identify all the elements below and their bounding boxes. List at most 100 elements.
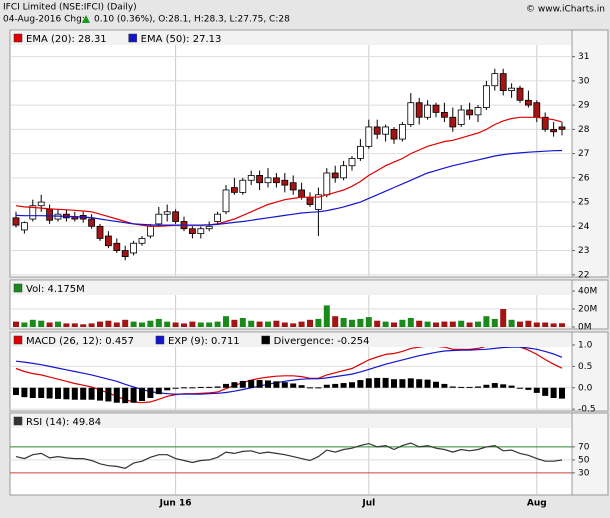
candle-body xyxy=(533,102,541,118)
divergence-bar xyxy=(231,382,238,388)
y-tick-label: 30 xyxy=(578,76,590,86)
volume-bar xyxy=(122,319,129,327)
legend-swatch xyxy=(13,33,23,43)
candle-body xyxy=(390,128,398,140)
divergence-bar xyxy=(365,378,372,388)
volume-bar xyxy=(105,320,112,327)
volume-bar xyxy=(29,319,36,327)
y-tick-label: 0M xyxy=(578,323,592,333)
divergence-bar xyxy=(172,387,179,389)
candle-body xyxy=(214,213,222,222)
candle-body xyxy=(398,124,406,140)
divergence-bar xyxy=(559,387,565,399)
candle-body xyxy=(306,196,314,205)
divergence-bar xyxy=(550,387,557,399)
date-change: 04-Aug-2016 Chg: xyxy=(3,15,85,25)
volume-bar xyxy=(130,321,137,327)
divergence-bar xyxy=(113,387,120,403)
divergence-bar xyxy=(500,384,507,388)
divergence-bar xyxy=(542,387,549,396)
divergence-bar xyxy=(298,385,305,388)
candle-body xyxy=(415,102,423,118)
volume-bar xyxy=(256,321,263,327)
volume-bar xyxy=(298,321,305,327)
x-tick-label: Jul xyxy=(361,499,375,509)
volume-bar xyxy=(214,321,221,327)
divergence-bar xyxy=(332,383,339,388)
series-line xyxy=(15,442,563,469)
volume-bar xyxy=(466,322,473,327)
volume-bar xyxy=(80,324,87,327)
divergence-bar xyxy=(46,387,53,399)
volume-bar xyxy=(391,322,397,327)
volume-bar xyxy=(248,320,255,327)
divergence-bar xyxy=(139,387,145,402)
volume-bar xyxy=(382,321,389,327)
divergence-bar xyxy=(214,386,221,388)
series-line xyxy=(15,116,563,227)
candle-body xyxy=(138,238,146,244)
volume-bar xyxy=(273,320,280,327)
candle-body xyxy=(46,208,53,221)
volume-bar xyxy=(458,320,465,327)
volume-bar xyxy=(483,316,490,327)
volume-bar xyxy=(315,318,322,327)
candle-body xyxy=(298,189,306,198)
volume-bar xyxy=(113,322,120,327)
y-tick-label: 0.0 xyxy=(578,383,593,393)
volume-bar xyxy=(97,321,103,327)
candle-body xyxy=(432,104,440,113)
divergence-bar xyxy=(466,386,473,388)
divergence-bar xyxy=(424,379,431,388)
divergence-bar xyxy=(21,387,28,398)
divergence-bar xyxy=(441,383,448,388)
divergence-bar xyxy=(197,386,204,388)
candle-body xyxy=(373,126,381,135)
volume-bar xyxy=(223,316,229,327)
volume-bar xyxy=(449,321,456,327)
volume-bar xyxy=(340,318,347,327)
candle-body xyxy=(281,179,289,186)
divergence-bar xyxy=(239,380,246,388)
volume-bar xyxy=(172,322,179,327)
legend-strip xyxy=(11,31,571,45)
candle-body xyxy=(20,222,28,231)
candle-body xyxy=(239,179,247,193)
y-tick-label: 28 xyxy=(578,125,590,135)
divergence-bar xyxy=(349,382,355,388)
candle-body xyxy=(188,228,196,234)
divergence-bar xyxy=(391,379,397,388)
legend-strip xyxy=(11,333,571,347)
candle-body xyxy=(348,158,356,167)
volume-bar xyxy=(424,321,431,327)
divergence-bar xyxy=(483,384,490,388)
divergence-bar xyxy=(55,387,61,399)
divergence-bar xyxy=(38,387,45,399)
volume-bar xyxy=(416,320,423,327)
candle-body xyxy=(323,172,331,196)
divergence-bar xyxy=(281,382,288,388)
y-tick-label: 70 xyxy=(578,442,590,452)
candle-body xyxy=(12,217,20,226)
candle-body xyxy=(88,218,95,227)
candle-body xyxy=(121,250,129,258)
candle-body xyxy=(550,128,557,133)
divergence-bar xyxy=(533,387,540,393)
up-arrow xyxy=(82,15,90,23)
volume-bar xyxy=(307,319,313,327)
divergence-bar xyxy=(29,387,36,399)
candle-body xyxy=(130,242,138,254)
candle-body xyxy=(516,87,524,101)
volume-bar xyxy=(508,319,515,327)
volume-bar xyxy=(332,316,339,327)
legend-label: Vol: 4.175M xyxy=(26,284,85,295)
divergence-bar xyxy=(399,379,406,388)
divergence-bar xyxy=(374,377,381,388)
candle-body xyxy=(491,73,499,87)
legend-label: EMA (50): 27.13 xyxy=(141,34,222,45)
axis-panel xyxy=(571,279,609,330)
candle-body xyxy=(382,126,390,135)
series-line xyxy=(15,346,563,395)
volume-bar xyxy=(349,319,355,327)
volume-bar xyxy=(155,318,162,327)
